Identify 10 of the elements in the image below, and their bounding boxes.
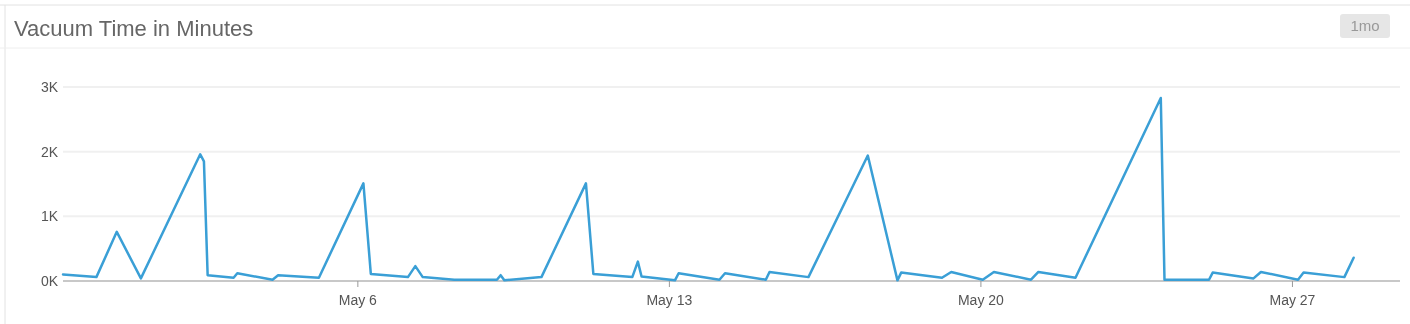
y-tick-label: 3K [40, 79, 59, 95]
y-tick-label: 2K [40, 143, 59, 160]
x-tick-label: May 6 [338, 292, 378, 308]
chart-title: Vacuum Time in Minutes [14, 16, 254, 41]
y-tick-label: 1K [40, 208, 59, 225]
x-tick-label: May 20 [957, 292, 1005, 308]
y-tick-label: 0K [40, 273, 59, 289]
x-tick-label: May 13 [646, 292, 693, 308]
x-tick-label: May 27 [1269, 292, 1316, 308]
text: 1mo [1350, 17, 1380, 34]
